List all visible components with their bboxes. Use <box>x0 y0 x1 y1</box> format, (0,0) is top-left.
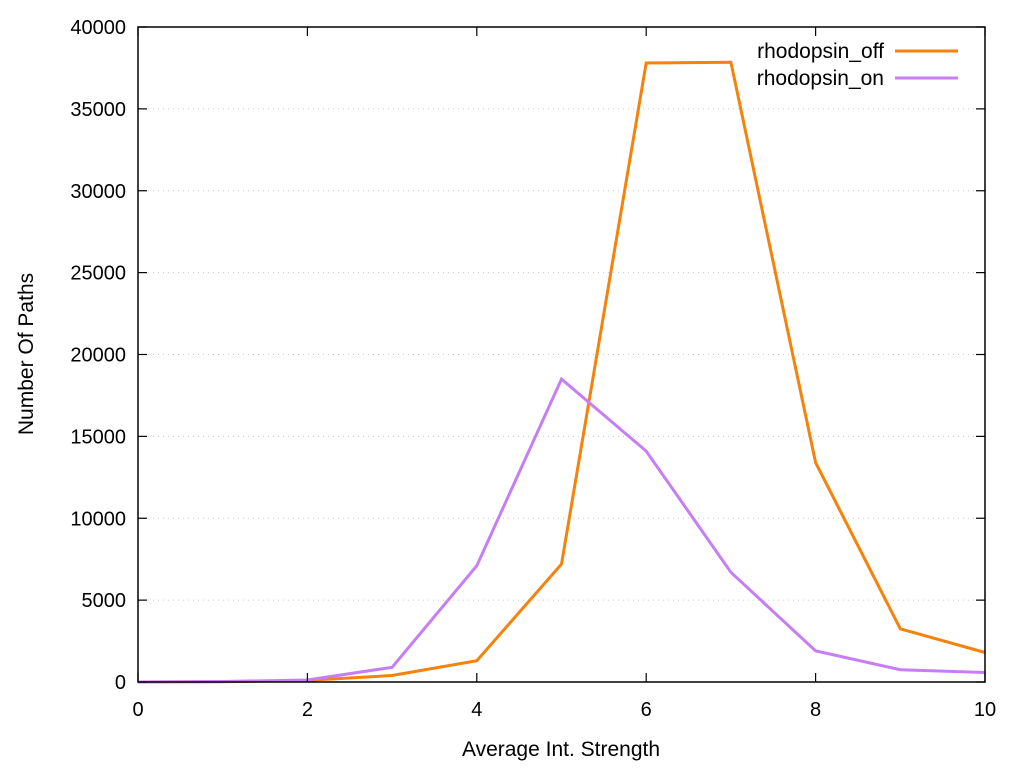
y-tick-label: 5000 <box>82 590 127 612</box>
y-tick-label: 10000 <box>70 508 126 530</box>
y-tick-label: 30000 <box>70 181 126 203</box>
x-tick-label: 6 <box>641 699 652 721</box>
axis-ticks: 0 5000 10000 15000 20000 25000 30000 35000 40000… <box>70 17 996 721</box>
grid <box>138 108 985 601</box>
y-axis-label: Number Of Paths <box>15 273 38 435</box>
legend-label-rhodopsin_off: rhodopsin_off <box>757 40 884 63</box>
legend: rhodopsin_off rhodopsin_on <box>757 40 958 90</box>
series-line-rhodopsin_off <box>137 60 986 684</box>
y-tick-label: 0 <box>115 672 126 694</box>
y-tick-label: 35000 <box>70 99 126 121</box>
legend-label-rhodopsin_on: rhodopsin_on <box>757 67 884 90</box>
series-lines <box>137 60 986 684</box>
x-tick-label: 2 <box>302 699 313 721</box>
y-tick-label: 20000 <box>70 345 126 367</box>
x-tick-label: 0 <box>132 699 143 721</box>
x-axis-label: Average Int. Strength <box>462 738 660 761</box>
x-tick-label: 4 <box>471 699 482 721</box>
y-tick-label: 40000 <box>70 17 126 39</box>
y-tick-label: 25000 <box>70 263 126 285</box>
y-tick-label: 15000 <box>70 426 126 448</box>
plot-frame <box>137 26 986 683</box>
x-tick-label: 8 <box>810 699 821 721</box>
x-tick-label: 10 <box>974 699 996 721</box>
series-line-rhodopsin_on <box>137 376 986 684</box>
